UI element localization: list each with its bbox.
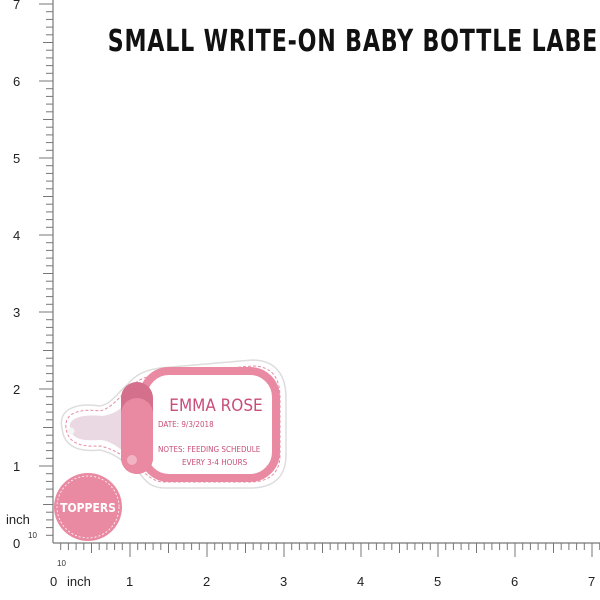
x-origin-label: 0 xyxy=(50,574,57,589)
x-tick-label: 3 xyxy=(280,574,287,589)
topper-dashed-border xyxy=(56,475,120,539)
x-tick-label: 1 xyxy=(126,574,133,589)
nipple-shape xyxy=(69,398,130,455)
y-origin-label: 0 xyxy=(13,536,20,551)
y-tick-label: 5 xyxy=(13,151,20,166)
label-notes-line-2: EVERY 3-4 HOURS xyxy=(182,458,248,467)
topper-circle xyxy=(54,473,122,541)
page-title: SMALL WRITE-ON BABY BOTTLE LABELS xyxy=(107,24,600,59)
x-tick-label: 2 xyxy=(203,574,210,589)
x-unit-label: inch xyxy=(67,574,91,589)
x-sub-label: 10 xyxy=(57,559,66,568)
bottle-ring xyxy=(121,398,153,474)
topper-label: TOPPERS xyxy=(54,473,122,541)
label-date: DATE: 9/3/2018 xyxy=(158,420,214,429)
x-tick-label: 7 xyxy=(588,574,595,589)
label-notes-line-1: NOTES: FEEDING SCHEDULE xyxy=(158,445,261,454)
x-tick-label: 5 xyxy=(434,574,441,589)
nipple-highlight xyxy=(67,427,75,435)
y-tick-label: 1 xyxy=(13,459,20,474)
bottle-label: EMMA ROSE DATE: 9/3/2018 NOTES: FEEDING … xyxy=(60,359,287,489)
y-tick-label: 2 xyxy=(13,382,20,397)
ruler: 1 2 3 4 5 6 7 1 2 3 4 5 6 7 inch 0 10 0 inch 10 xyxy=(6,0,600,589)
y-tick-label: 3 xyxy=(13,305,20,320)
y-tick-label: 7 xyxy=(13,0,20,12)
y-tick-label: 6 xyxy=(13,74,20,89)
topper-text: TOPPERS xyxy=(60,501,116,515)
y-sub-label: 10 xyxy=(28,531,37,540)
label-name: EMMA ROSE xyxy=(169,396,262,416)
y-unit-label: inch xyxy=(6,512,30,527)
x-tick-label: 6 xyxy=(511,574,518,589)
x-tick-label: 4 xyxy=(357,574,364,589)
y-tick-label: 4 xyxy=(13,228,20,243)
label-cut-outline xyxy=(60,359,287,489)
ring-highlight xyxy=(127,455,137,465)
